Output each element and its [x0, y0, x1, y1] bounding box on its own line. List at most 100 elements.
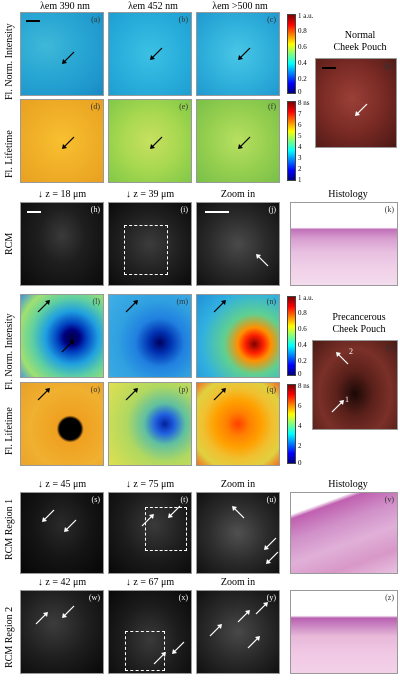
- arrow-icon: [62, 605, 75, 618]
- colorbar-tick: 1: [298, 176, 302, 184]
- panel-label: (w): [88, 593, 100, 602]
- panel-label: (x): [178, 593, 188, 602]
- colorbar-tick: 6: [298, 402, 302, 410]
- arrow-icon: [238, 136, 251, 149]
- panel-label: (c): [267, 15, 276, 24]
- arrow-icon: [213, 388, 226, 401]
- panel-label: (f): [268, 102, 276, 111]
- panel-s-rcm: (s): [20, 492, 104, 574]
- panel-label: (q): [266, 385, 276, 394]
- arrow-icon: [141, 514, 154, 527]
- arrow-icon: [238, 47, 251, 60]
- arrow-icon: [355, 103, 368, 116]
- panel-j-rcm-zoom: (j): [196, 202, 280, 286]
- row-label-rcm: RCM: [4, 232, 15, 255]
- panel-label: (u): [266, 495, 276, 504]
- scale-bar: [26, 20, 40, 22]
- row-label-lifetime-2: Fl. Lifetime: [4, 407, 15, 455]
- arrow-icon: [37, 300, 50, 313]
- colorbar-tick: 0.4: [298, 59, 307, 67]
- colorbar-tick: 0.6: [298, 325, 307, 333]
- panel-q-lifetime: (q): [196, 382, 280, 466]
- colorbar-tick: 0.8: [298, 309, 307, 317]
- arrow-icon: [61, 340, 74, 353]
- side-title-precancerous: Precancerous Cheek Pouch: [332, 312, 386, 335]
- arrow-icon: [35, 612, 48, 625]
- scale-bar: [27, 211, 41, 213]
- colorbar-tick: 3: [298, 154, 302, 162]
- panel-l-intensity: (l): [20, 294, 104, 378]
- panel-z-histology: (z): [290, 590, 398, 674]
- header-depth-i: ↓ z = 39 μm: [125, 189, 175, 200]
- header-depth-s: ↓ z = 45 μm: [37, 479, 87, 490]
- panel-label: (h): [90, 205, 100, 214]
- panel-label: (z): [385, 593, 394, 602]
- arrow-icon: [125, 300, 138, 313]
- panel-label: (o): [90, 385, 100, 394]
- row-label-intensity-2: Fl. Norm. Intensity: [4, 313, 15, 390]
- colorbar-tick: 4: [298, 143, 302, 151]
- panel-r-photo: (r) 2 1: [312, 340, 398, 430]
- header-zoom-j: Zoom in: [220, 189, 256, 200]
- header-depth-x: ↓ z = 67 μm: [125, 577, 175, 588]
- panel-y-rcm-zoom: (y): [196, 590, 280, 674]
- panel-label: (t): [180, 495, 188, 504]
- zoom-region-box: [125, 631, 165, 671]
- panel-n-intensity: (n): [196, 294, 280, 378]
- arrow-icon: [336, 352, 349, 365]
- colorbar-tick: 2: [298, 165, 302, 173]
- colorbar-tick: 0.6: [298, 43, 307, 51]
- panel-label: (i): [180, 205, 188, 214]
- arrow-label-1: 1: [345, 395, 349, 404]
- colorbar-tick: 2: [298, 442, 302, 450]
- panel-p-lifetime: (p): [108, 382, 192, 466]
- colorbar-unit: 8 ns: [298, 382, 310, 390]
- colorbar-lifetime: [287, 101, 296, 181]
- arrow-label-2: 2: [349, 347, 353, 356]
- colorbar-tick: 0.4: [298, 341, 307, 349]
- row-label-lifetime: Fl. Lifetime: [4, 130, 15, 178]
- header-depth-h: ↓ z = 18 μm: [37, 189, 87, 200]
- panel-m-intensity: (m): [108, 294, 192, 378]
- panel-d-lifetime: (d): [20, 99, 104, 183]
- colorbar-tick: 0.2: [298, 75, 307, 83]
- panel-b-intensity: (b): [108, 12, 192, 96]
- panel-label: (g): [383, 61, 393, 70]
- arrow-icon: [62, 51, 75, 64]
- panel-label: (e): [179, 102, 188, 111]
- colorbar-tick: 0: [298, 459, 302, 467]
- colorbar-tick: 7: [298, 110, 302, 118]
- arrow-icon: [172, 641, 185, 654]
- row-label-rcm-region1: RCM Region 1: [4, 498, 15, 560]
- colorbar-tick: 0.2: [298, 357, 307, 365]
- panel-c-intensity: (c): [196, 12, 280, 96]
- panel-x-rcm: (x): [108, 590, 192, 674]
- colorbar-unit: 1 a.u.: [298, 12, 314, 20]
- arrow-icon: [255, 602, 268, 615]
- arrow-icon: [42, 509, 55, 522]
- panel-g-photo: (g): [315, 58, 397, 148]
- panel-label: (s): [91, 495, 100, 504]
- colorbar-lifetime-2: [287, 384, 296, 464]
- header-col2: λem 452 nm: [128, 1, 178, 12]
- row-label-intensity: Fl. Norm. Intensity: [4, 23, 15, 100]
- zoom-region-box: [124, 225, 168, 275]
- panel-label: (r): [386, 343, 394, 352]
- arrow-icon: [168, 505, 181, 518]
- arrow-icon: [256, 254, 269, 267]
- panel-w-rcm: (w): [20, 590, 104, 674]
- arrow-icon: [247, 636, 260, 649]
- arrow-icon: [150, 136, 163, 149]
- panel-label: (a): [91, 15, 100, 24]
- arrow-icon: [264, 537, 277, 550]
- panel-label: (d): [90, 102, 100, 111]
- panel-label: (b): [178, 15, 188, 24]
- arrow-icon: [150, 47, 163, 60]
- panel-label: (v): [384, 495, 394, 504]
- panel-label: (n): [266, 297, 276, 306]
- scale-bar: [322, 67, 336, 69]
- colorbar-tick: 0: [298, 88, 302, 96]
- arrow-icon: [153, 652, 166, 665]
- arrow-icon: [213, 300, 226, 313]
- panel-t-rcm: (t): [108, 492, 192, 574]
